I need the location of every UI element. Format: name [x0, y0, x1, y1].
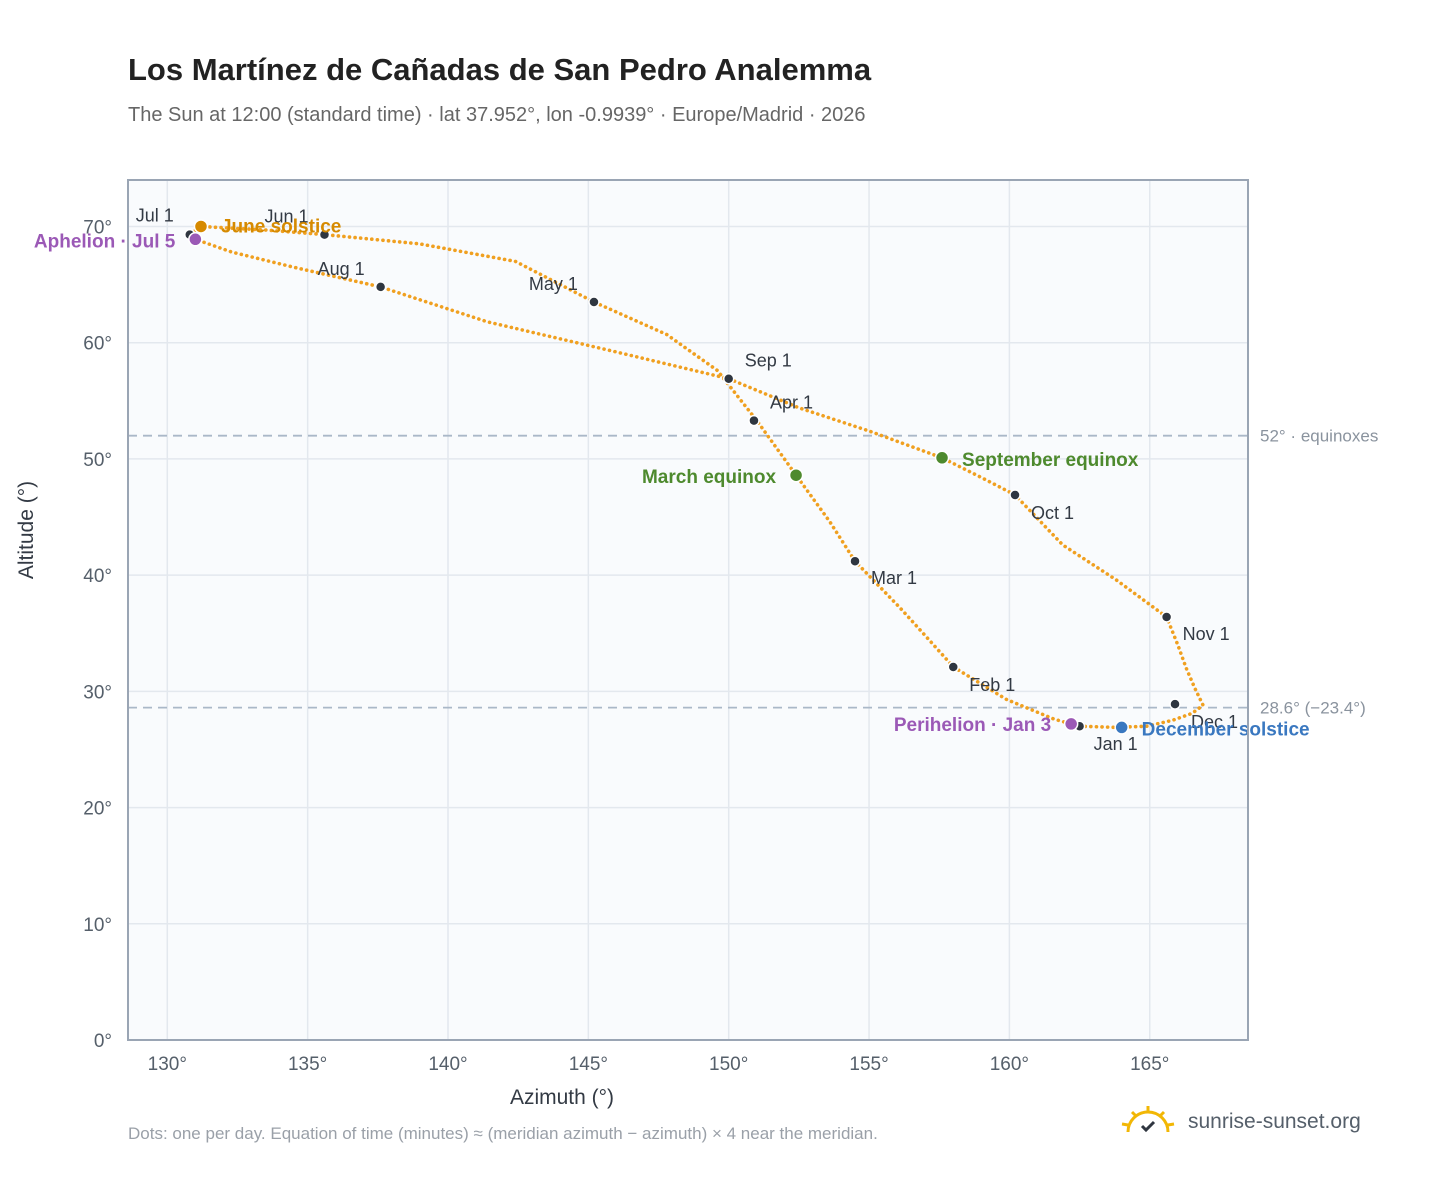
y-tick-label: 40° [83, 566, 112, 587]
month-marker [1169, 698, 1181, 710]
brand-text: sunrise-sunset.org [1188, 1110, 1361, 1133]
month-marker-label: Oct 1 [1031, 503, 1074, 523]
month-marker [748, 414, 760, 427]
event-marker [1114, 720, 1129, 735]
y-tick-label: 30° [83, 682, 112, 703]
x-tick-label: 150° [709, 1054, 748, 1075]
reference-line-label: 52° · equinoxes [1260, 427, 1378, 446]
y-tick-label: 10° [83, 915, 112, 936]
month-marker [849, 555, 861, 567]
event-label: Aphelion · Jul 5 [34, 231, 176, 252]
x-tick-label: 130° [148, 1054, 187, 1075]
x-tick-label: 145° [569, 1054, 608, 1075]
chart-title: Los Martínez de Cañadas de San Pedro Ana… [128, 52, 872, 87]
y-tick-label: 60° [83, 334, 112, 355]
x-tick-label: 135° [288, 1054, 327, 1075]
month-marker-label: Dec 1 [1191, 712, 1238, 732]
x-axis-label: Azimuth (°) [510, 1086, 614, 1109]
x-tick-label: 155° [849, 1054, 888, 1075]
month-marker-label: Jan 1 [1094, 734, 1138, 754]
month-marker [722, 372, 735, 385]
event-label: December solstice [1142, 719, 1310, 740]
chart-subtitle: The Sun at 12:00 (standard time) · lat 3… [128, 104, 866, 126]
x-tick-label: 140° [428, 1054, 467, 1075]
event-marker [934, 450, 950, 466]
month-marker [947, 661, 960, 673]
footer-note: Dots: one per day. Equation of time (min… [128, 1124, 878, 1143]
month-marker-label: Apr 1 [770, 393, 813, 413]
reference-line-label: 28.6° (−23.4°) [1260, 699, 1366, 718]
event-marker [188, 232, 203, 247]
month-marker-label: Sep 1 [745, 351, 792, 371]
month-marker-label: Jun 1 [264, 207, 308, 227]
month-marker-label: Nov 1 [1183, 624, 1230, 644]
month-marker-label: Jul 1 [136, 206, 174, 226]
month-marker [588, 296, 600, 308]
y-tick-label: 20° [83, 799, 112, 820]
event-marker [788, 467, 804, 483]
event-label: June solstice [221, 216, 341, 237]
month-marker [374, 281, 387, 293]
x-tick-label: 165° [1130, 1054, 1169, 1075]
plot-area [128, 180, 1248, 1040]
event-label: Perihelion · Jan 3 [894, 715, 1051, 736]
month-marker-label: Feb 1 [969, 675, 1015, 695]
month-marker [1009, 489, 1021, 501]
plot-frame [127, 179, 1249, 1041]
y-tick-label: 0° [94, 1031, 112, 1052]
y-tick-label: 50° [83, 450, 112, 471]
month-marker-label: May 1 [529, 274, 578, 294]
y-axis-label: Altitude (°) [15, 481, 38, 579]
brand[interactable]: sunrise-sunset.org [1120, 1104, 1361, 1140]
event-marker [1063, 716, 1079, 732]
month-marker-label: Mar 1 [871, 568, 917, 588]
analemma-path [188, 224, 1205, 730]
event-label: March equinox [642, 467, 777, 488]
month-marker-label: Aug 1 [318, 259, 365, 279]
month-marker [318, 228, 331, 241]
x-tick-label: 160° [990, 1054, 1029, 1075]
month-marker [1160, 611, 1173, 623]
y-tick-label: 70° [83, 217, 112, 238]
event-marker [193, 219, 209, 234]
event-label: September equinox [962, 450, 1139, 471]
sun-horizon-icon [1121, 1106, 1175, 1133]
